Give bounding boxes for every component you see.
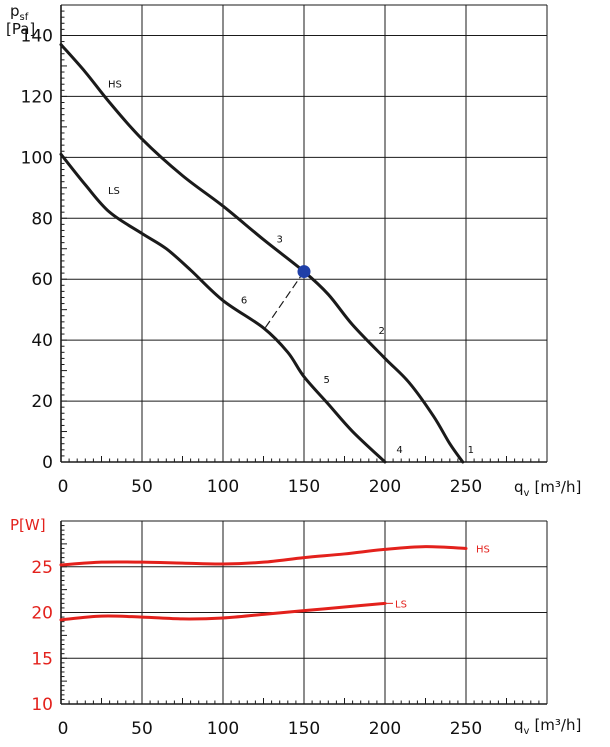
power-series-ls-line (59, 601, 387, 622)
pressure-dashed-connector (264, 271, 305, 329)
pressure-y-title-main: p (10, 2, 20, 20)
pressure-x-tick-label: 50 (131, 477, 153, 497)
pressure-annotation: LS (108, 186, 120, 197)
power-x-tick-labels: 0 50 100 150 200 250 (58, 719, 483, 739)
power-x-tick-label: 250 (450, 719, 482, 739)
power-y-tick-label: 25 (31, 558, 53, 578)
power-series-hs-line (59, 545, 468, 567)
pressure-annotation: 3 (276, 235, 282, 246)
pressure-annotation: HS (108, 79, 122, 90)
pressure-y-tick-label: 80 (31, 209, 53, 229)
pressure-y-tick-label: 40 (31, 331, 53, 351)
power-x-tick-label: 0 (58, 719, 69, 739)
pressure-x-title: qv [m³/h] (514, 478, 581, 499)
pressure-minor-ticks (60, 4, 548, 463)
pressure-y-tick-labels: 0 20 40 60 80 100 120 140 (21, 26, 53, 473)
pressure-annotation: 4 (396, 445, 402, 456)
pressure-annotations: HS LS 1 2 3 4 5 6 (108, 79, 474, 456)
pressure-x-tick-label: 150 (288, 477, 320, 497)
power-grid (60, 520, 548, 705)
pressure-y-tick-label: 140 (21, 26, 53, 46)
power-series (59, 545, 468, 622)
power-x-tick-label: 50 (131, 719, 153, 739)
pressure-operating-point-marker (297, 265, 311, 279)
pressure-annotation: 1 (468, 445, 474, 456)
pressure-y-tick-label: 120 (21, 87, 53, 107)
power-y-tick-labels: 10 15 20 25 (31, 558, 53, 715)
power-y-tick-label: 10 (31, 695, 53, 715)
power-y-tick-label: 15 (31, 649, 53, 669)
power-x-tick-label: 150 (288, 719, 320, 739)
pressure-annotation: 2 (379, 326, 385, 337)
power-x-title-sub: v (524, 726, 530, 737)
pressure-annotation: 5 (323, 375, 329, 386)
pressure-x-title-sub: v (524, 488, 530, 499)
pressure-x-tick-labels: 0 50 100 150 200 250 (58, 477, 483, 497)
power-x-tick-label: 100 (207, 719, 239, 739)
pressure-x-title-main: q (514, 478, 524, 496)
pressure-x-tick-label: 200 (369, 477, 401, 497)
power-series-label: HS (476, 544, 490, 555)
pressure-y-tick-label: 20 (31, 392, 53, 412)
pressure-series-ls-line (59, 152, 387, 464)
pressure-y-tick-label: 100 (21, 148, 53, 168)
pressure-x-tick-label: 0 (58, 477, 69, 497)
power-x-tick-label: 200 (369, 719, 401, 739)
pressure-series-hs-line (59, 43, 465, 464)
pressure-y-title-sub: sf (20, 12, 29, 23)
pressure-annotation: 6 (241, 296, 247, 307)
power-series-label: LS (395, 599, 407, 610)
pressure-series (59, 43, 465, 464)
power-x-title-unit: [m³/h] (534, 716, 581, 734)
power-chart: 10 15 20 25 0 50 100 150 200 250 HS LS P[W] qv [m³… (10, 516, 581, 739)
pressure-y-tick-label: 60 (31, 270, 53, 290)
power-x-title-main: q (514, 716, 524, 734)
power-y-tick-label: 20 (31, 604, 53, 624)
pressure-y-tick-label: 0 (42, 453, 53, 473)
power-x-title: qv [m³/h] (514, 716, 581, 737)
power-minor-ticks (60, 520, 548, 705)
pressure-y-unit: [Pa] (6, 20, 35, 38)
pressure-y-title: psf (10, 2, 29, 23)
pressure-x-title-unit: [m³/h] (534, 478, 581, 496)
power-y-title: P[W] (10, 516, 46, 534)
pressure-x-tick-label: 100 (207, 477, 239, 497)
power-annotations: HS LS (385, 544, 490, 610)
pressure-x-tick-label: 250 (450, 477, 482, 497)
pressure-chart: 0 20 40 60 80 100 120 140 0 50 100 150 200 250 HS LS 1… (6, 2, 581, 499)
pressure-grid (60, 4, 548, 463)
